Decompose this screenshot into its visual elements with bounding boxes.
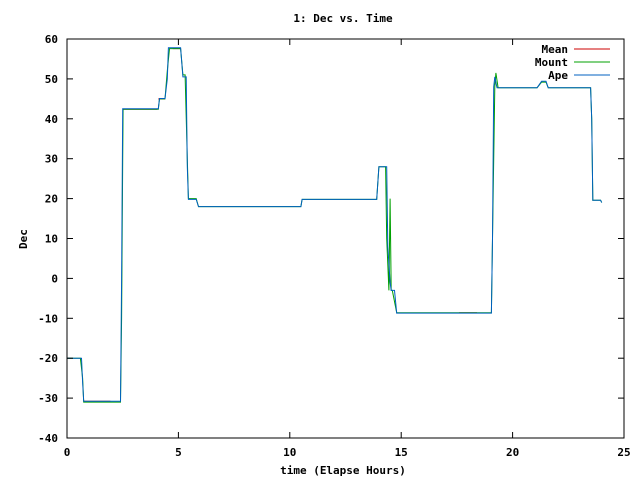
- plot-frame: [66, 38, 625, 439]
- y-tick-label: 30: [45, 153, 58, 166]
- series-mean: [83, 48, 477, 402]
- x-tick-label: 0: [64, 446, 71, 459]
- chart-title: 1: Dec vs. Time: [293, 12, 393, 25]
- x-tick-label: 20: [506, 446, 519, 459]
- y-tick-label: 10: [45, 233, 58, 246]
- series-mount: [67, 48, 603, 403]
- axis-ticks: 0 5 10 15 20 25 -40 -30 -20 -10 0 10 20 30 40 50 60: [38, 33, 631, 459]
- x-tick-label: 5: [175, 446, 182, 459]
- legend-label-mount: Mount: [535, 56, 568, 69]
- y-tick-label: 60: [45, 33, 58, 46]
- series-line-ape: [67, 47, 603, 402]
- y-tick-label: -20: [38, 352, 58, 365]
- x-tick-label: 10: [283, 446, 296, 459]
- y-tick-label: 50: [45, 73, 58, 86]
- series-ape: [67, 47, 603, 402]
- y-tick-label: -40: [38, 432, 58, 445]
- y-tick-label: -30: [38, 392, 58, 405]
- x-tick-label: 15: [395, 446, 408, 459]
- x-axis-label: time (Elapse Hours): [280, 464, 406, 477]
- y-tick-label: 20: [45, 193, 58, 206]
- y-tick-label: 40: [45, 113, 58, 126]
- y-tick-label: -10: [38, 312, 58, 325]
- legend-label-mean: Mean: [542, 43, 569, 56]
- y-tick-label: 0: [51, 272, 58, 285]
- y-axis-label: Dec: [17, 229, 30, 249]
- legend-label-ape: Ape: [548, 69, 568, 82]
- plot-area: [67, 47, 603, 403]
- series-line-mount: [67, 48, 603, 403]
- x-tick-label: 25: [617, 446, 630, 459]
